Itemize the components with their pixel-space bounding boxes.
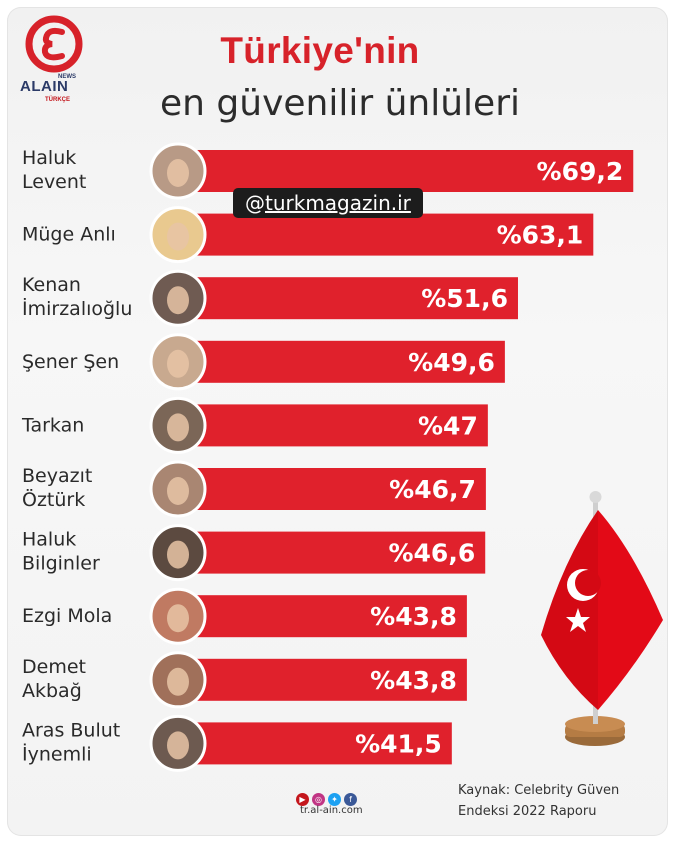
avatar-face-7 xyxy=(167,604,189,633)
value-label-2: %51,6 xyxy=(421,284,508,313)
value-label-7: %43,8 xyxy=(370,602,457,631)
category-label-7: Ezgi Mola xyxy=(22,605,112,627)
title-line-2: en güvenilir ünlüleri xyxy=(160,83,520,124)
category-label-4: Tarkan xyxy=(21,414,84,436)
category-label-2: Kenan İmirzalıoğlu xyxy=(22,274,132,320)
source-line-1: Kaynak: Celebrity Güven xyxy=(458,783,620,798)
value-label-1: %63,1 xyxy=(497,221,584,250)
avatar-face-8 xyxy=(167,667,189,696)
category-label-1: Müge Anlı xyxy=(22,224,116,246)
category-label-5: Beyazıt Öztürk xyxy=(22,465,92,511)
facebook-icon[interactable]: f xyxy=(344,793,357,806)
avatar-face-9 xyxy=(167,731,189,760)
value-label-3: %49,6 xyxy=(408,348,495,377)
avatar-face-0 xyxy=(167,159,189,187)
value-label-4: %47 xyxy=(418,411,478,440)
youtube-icon[interactable]: ▶ xyxy=(296,793,309,806)
bar-9 xyxy=(180,722,452,765)
watermark-badge: @turkmagazin.ir xyxy=(233,188,423,218)
avatar-face-2 xyxy=(167,286,189,315)
source-note: Kaynak: Celebrity Güven Endeksi 2022 Rap… xyxy=(458,780,619,822)
instagram-icon[interactable]: ◎ xyxy=(312,793,325,806)
category-label-8: Demet Akbağ xyxy=(22,656,86,702)
social-icons: ▶ ◎ ✦ f xyxy=(296,787,360,806)
value-label-8: %43,8 xyxy=(370,666,457,695)
turkish-flag-icon xyxy=(541,491,663,746)
title-line-1: Türkiye'nin xyxy=(220,30,420,71)
avatar-face-3 xyxy=(167,349,189,378)
twitter-icon[interactable]: ✦ xyxy=(328,793,341,806)
avatar-face-5 xyxy=(167,477,189,505)
bar-5 xyxy=(180,468,486,510)
value-label-5: %46,7 xyxy=(389,475,476,504)
category-label-0: Haluk Levent xyxy=(22,147,86,193)
logo-sub-label: TÜRKÇE xyxy=(45,97,70,103)
source-line-2: Endeksi 2022 Raporu xyxy=(458,804,597,819)
alain-logo xyxy=(25,15,83,73)
bar-3 xyxy=(180,340,505,383)
bar-0 xyxy=(180,150,634,192)
value-label-9: %41,5 xyxy=(355,729,442,758)
category-label-9: Aras Bulut İynemli xyxy=(22,719,120,765)
bar-1 xyxy=(180,213,594,256)
bar-4 xyxy=(180,404,488,447)
bar-8 xyxy=(180,658,467,701)
avatar-face-1 xyxy=(167,222,189,251)
logo-news-label: NEWS xyxy=(58,74,76,80)
value-label-0: %69,2 xyxy=(537,157,624,186)
avatar-face-6 xyxy=(167,540,189,569)
category-label-6: Haluk Bilginler xyxy=(22,529,100,575)
bar-2 xyxy=(180,277,518,320)
category-label-3: Şener Şen xyxy=(22,351,119,373)
bar-6 xyxy=(180,531,486,574)
logo-brand: ALAIN xyxy=(20,78,69,95)
website-link[interactable]: tr.al-ain.com xyxy=(300,805,363,816)
value-label-6: %46,6 xyxy=(388,539,475,568)
avatar-face-4 xyxy=(167,413,189,442)
bar-7 xyxy=(180,595,467,638)
